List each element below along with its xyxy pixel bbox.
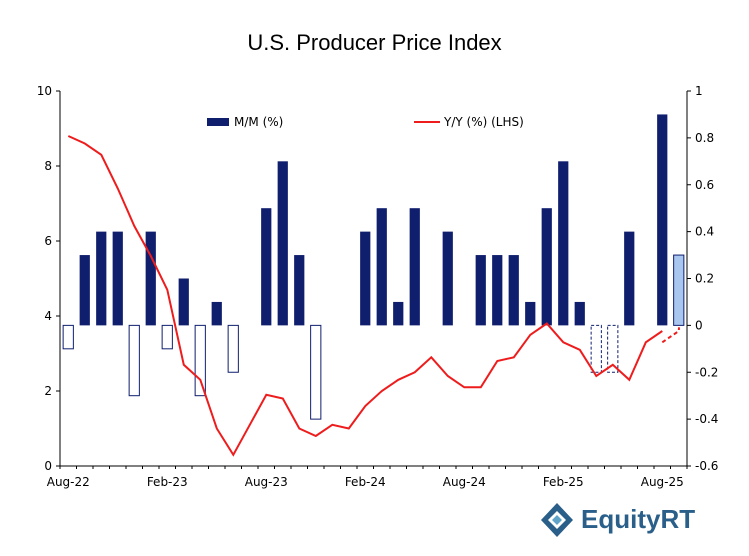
left-tick-label: 0: [44, 459, 52, 473]
mm-bar: [475, 255, 486, 326]
x-tick-label: Aug-23: [245, 475, 288, 489]
mm-bars: [62, 114, 685, 420]
mm-bar: [261, 208, 272, 326]
mm-bar: [277, 161, 288, 326]
right-tick-label: -0.2: [695, 365, 718, 379]
axes: 0 2 4 6 8 10 -0.6 -0.4 -0.2 0 0.2 0.4 0.6 0.8 1 Aug-22 F…: [37, 84, 719, 489]
mm-bar: [112, 231, 123, 326]
right-tick-label: 0.6: [695, 178, 714, 192]
x-tick-label: Feb-23: [147, 475, 188, 489]
brand-name: EquityRT: [581, 504, 696, 534]
mm-bar: [624, 231, 635, 326]
mm-bar: [657, 114, 668, 326]
mm-bar: [492, 255, 503, 326]
mm-bar: [574, 301, 585, 326]
right-tick-label: 0: [695, 318, 703, 332]
brand-logo: EquityRT: [537, 500, 737, 542]
mm-bar: [508, 255, 519, 326]
right-tick-label: 1: [695, 84, 703, 98]
legend-swatch-mm: [207, 118, 229, 126]
x-tick-label: Aug-22: [47, 475, 90, 489]
yy-line-estimate: [661, 327, 680, 344]
left-tick-label: 4: [44, 309, 52, 323]
legend-label-yy: Y/Y (%) (LHS): [443, 115, 524, 129]
right-tick-label: -0.4: [695, 412, 718, 426]
x-tick-label: Aug-24: [443, 475, 486, 489]
mm-bar: [294, 255, 305, 326]
mm-bar: [607, 324, 619, 373]
mm-bar: [673, 254, 685, 326]
mm-bar: [79, 255, 90, 326]
x-tick-label: Feb-24: [345, 475, 386, 489]
mm-bar: [194, 324, 206, 397]
mm-bar: [360, 231, 371, 326]
mm-bar: [62, 324, 74, 350]
mm-bar: [310, 324, 322, 420]
mm-bar: [525, 301, 536, 326]
mm-bar: [442, 231, 453, 326]
mm-bar: [128, 324, 140, 397]
mm-bar: [161, 324, 173, 350]
mm-bar: [558, 161, 569, 326]
left-tick-label: 2: [44, 384, 52, 398]
mm-bar: [393, 301, 404, 326]
right-tick-label: -0.6: [695, 459, 718, 473]
x-tick-label: Aug-25: [641, 475, 684, 489]
brand-logo-icon: [541, 503, 573, 537]
chart-title: U.S. Producer Price Index: [247, 30, 502, 55]
mm-bar: [409, 208, 420, 326]
legend-label-mm: M/M (%): [234, 115, 283, 129]
left-tick-label: 10: [37, 84, 52, 98]
left-tick-label: 8: [44, 159, 52, 173]
mm-bar: [178, 278, 189, 326]
right-tick-label: 0.4: [695, 225, 714, 239]
mm-bar: [227, 324, 239, 373]
mm-bar: [376, 208, 387, 326]
mm-bar: [145, 231, 156, 326]
mm-bar: [541, 208, 552, 326]
legend: M/M (%) Y/Y (%) (LHS): [207, 115, 524, 129]
left-tick-label: 6: [44, 234, 52, 248]
right-tick-label: 0.2: [695, 272, 714, 286]
right-tick-label: 0.8: [695, 131, 714, 145]
yy-line: [67, 135, 663, 457]
x-tick-label: Feb-25: [543, 475, 584, 489]
mm-bar: [96, 231, 107, 326]
mm-bar: [211, 301, 222, 326]
mm-bar: [590, 324, 602, 373]
